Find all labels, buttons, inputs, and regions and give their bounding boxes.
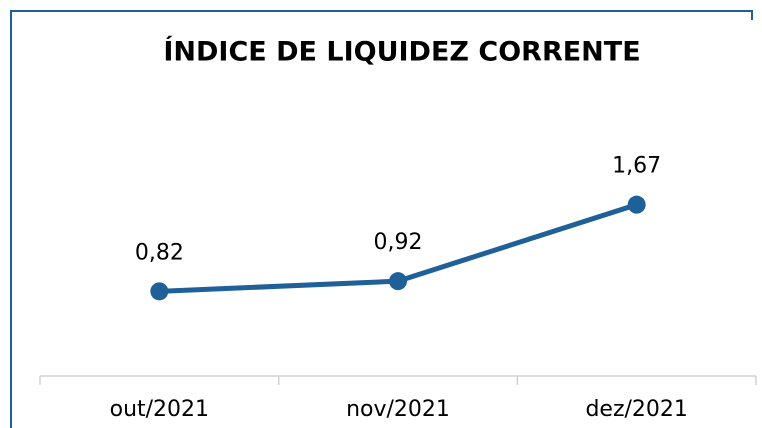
data-label: 0,82: [135, 240, 184, 265]
x-tick-label: out/2021: [110, 397, 209, 422]
x-tick-label: nov/2021: [346, 397, 450, 422]
data-label: 1,67: [612, 154, 661, 179]
marker: [389, 272, 407, 291]
x-tick-label: dez/2021: [585, 397, 687, 422]
chart-title: ÍNDICE DE LIQUIDEZ CORRENTE: [163, 36, 640, 68]
data-label: 0,92: [374, 230, 423, 255]
marker: [150, 282, 169, 301]
frame: [10, 10, 753, 428]
marker: [627, 195, 646, 214]
